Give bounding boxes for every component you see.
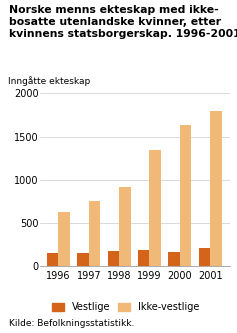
Text: Inngåtte ekteskap: Inngåtte ekteskap (8, 77, 90, 86)
Bar (89, 200, 100, 266)
Text: Norske menns ekteskap med ikke-
bosatte utenlandske kvinner, etter
kvinnens stat: Norske menns ekteskap med ikke- bosatte … (9, 5, 237, 39)
Bar (108, 251, 119, 266)
Bar (138, 250, 150, 266)
Bar (119, 187, 131, 266)
Bar (77, 253, 89, 266)
Text: Kilde: Befolkningsstatistikk.: Kilde: Befolkningsstatistikk. (9, 319, 135, 328)
Legend: Vestlige, Ikke-vestlige: Vestlige, Ikke-vestlige (52, 302, 199, 312)
Bar (150, 150, 161, 266)
Bar (59, 212, 70, 266)
Bar (47, 253, 59, 266)
Bar (168, 252, 180, 266)
Bar (199, 248, 210, 266)
Bar (180, 125, 191, 266)
Bar (210, 112, 222, 266)
